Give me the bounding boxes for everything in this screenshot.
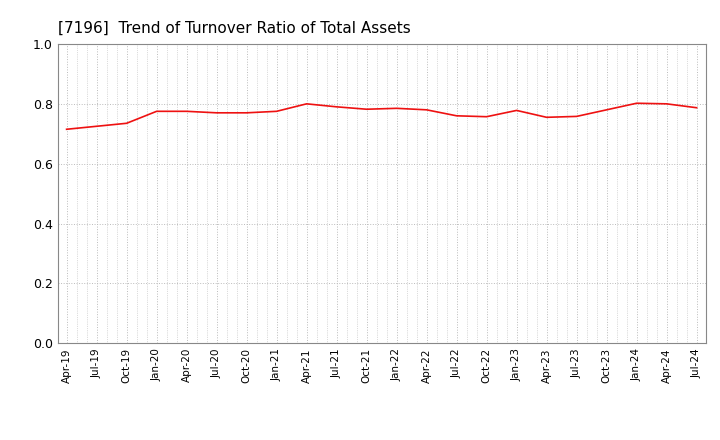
Text: [7196]  Trend of Turnover Ratio of Total Assets: [7196] Trend of Turnover Ratio of Total …	[58, 21, 410, 36]
